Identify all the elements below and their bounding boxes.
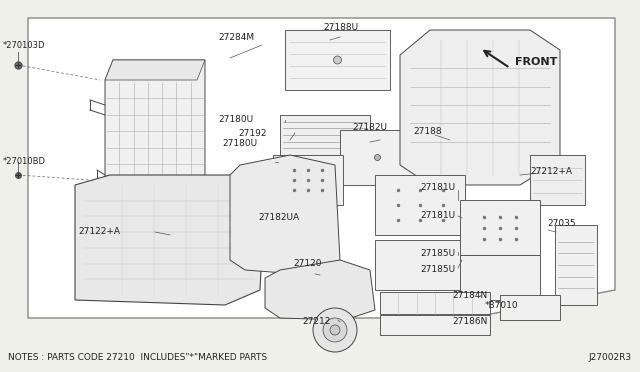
Text: *270103D: *270103D <box>3 41 45 49</box>
Bar <box>380 315 490 335</box>
Bar <box>375 240 465 290</box>
Bar <box>285 30 390 90</box>
Bar <box>460 200 540 255</box>
Bar <box>273 155 343 205</box>
Text: 27181U: 27181U <box>420 183 455 192</box>
Text: 27188U: 27188U <box>323 22 358 32</box>
Polygon shape <box>230 155 340 275</box>
Text: 27180U: 27180U <box>222 138 257 148</box>
Text: 27212+A: 27212+A <box>530 167 572 176</box>
Text: 27122+A: 27122+A <box>78 228 120 237</box>
Polygon shape <box>400 30 560 185</box>
Circle shape <box>374 154 381 160</box>
Text: FRONT: FRONT <box>515 57 557 67</box>
Text: J27002R3: J27002R3 <box>589 353 632 362</box>
Bar <box>500 295 560 320</box>
Bar <box>530 155 585 205</box>
Bar <box>555 225 597 305</box>
Text: 27120: 27120 <box>293 260 321 269</box>
Text: 27180U: 27180U <box>218 115 253 124</box>
Circle shape <box>323 318 347 342</box>
Text: 27185U: 27185U <box>420 266 455 275</box>
Text: NOTES : PARTS CODE 27210  INCLUDES"*"MARKED PARTS: NOTES : PARTS CODE 27210 INCLUDES"*"MARK… <box>8 353 267 362</box>
Text: 27181U: 27181U <box>420 211 455 219</box>
Circle shape <box>333 56 342 64</box>
Polygon shape <box>265 260 375 320</box>
Text: 27192: 27192 <box>238 128 266 138</box>
Bar <box>380 292 490 314</box>
Text: 27212: 27212 <box>302 317 330 327</box>
Circle shape <box>313 308 357 352</box>
Bar <box>280 115 370 175</box>
Text: 27188: 27188 <box>413 128 442 137</box>
Text: *27010BD: *27010BD <box>3 157 46 167</box>
Bar <box>375 175 465 235</box>
Polygon shape <box>105 60 205 80</box>
Text: 27185U: 27185U <box>420 248 455 257</box>
Text: 27182U: 27182U <box>352 122 387 131</box>
Text: 27186N: 27186N <box>452 317 488 326</box>
Circle shape <box>330 325 340 335</box>
Text: 27184N: 27184N <box>452 292 487 301</box>
Polygon shape <box>105 60 205 215</box>
Polygon shape <box>28 18 615 318</box>
Text: 27182UA: 27182UA <box>258 214 299 222</box>
Bar <box>340 130 415 185</box>
Text: *B7010: *B7010 <box>485 301 518 311</box>
Polygon shape <box>75 175 265 305</box>
Text: 27284M: 27284M <box>218 33 254 42</box>
Bar <box>460 255 540 300</box>
Text: 27035: 27035 <box>547 218 575 228</box>
